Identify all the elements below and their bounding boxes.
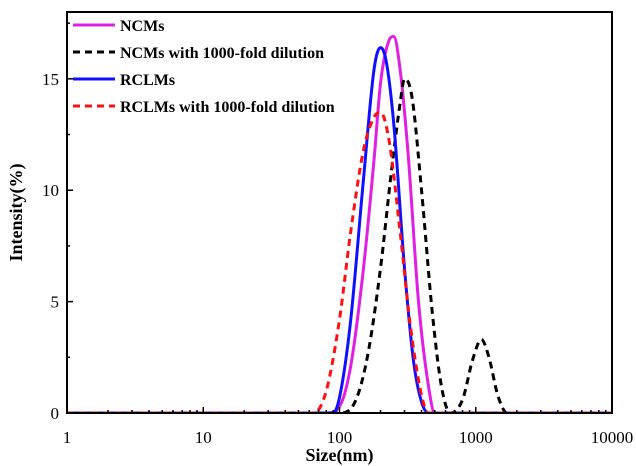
y-tick-label: 15 — [42, 70, 59, 89]
legend-label-4: RCLMs with 1000-fold dilution — [120, 99, 335, 116]
y-tick-label: 10 — [42, 181, 59, 200]
legend: NCMs NCMs with 1000-fold dilution RCLMs RCL… — [73, 18, 335, 116]
legend-label-1: NCMs — [120, 18, 164, 35]
x-tick-label: 10000 — [591, 428, 634, 447]
x-axis-title: Size(nm) — [306, 445, 374, 466]
x-tick-label: 1 — [63, 428, 72, 447]
y-axis-ticks: 0 5 10 15 — [42, 22, 73, 423]
x-tick-label: 10 — [195, 428, 212, 447]
series-line-4 — [67, 110, 612, 413]
x-tick-label: 1000 — [459, 428, 493, 447]
series-line-3 — [67, 46, 612, 413]
y-axis-title: Intensity(%) — [6, 163, 27, 261]
y-tick-label: 5 — [51, 293, 60, 312]
series-line-2 — [67, 77, 612, 413]
legend-label-3: RCLMs — [120, 72, 175, 89]
y-tick-label: 0 — [51, 404, 60, 423]
series-layer — [67, 35, 612, 413]
series-line-1 — [67, 35, 612, 413]
legend-label-2: NCMs with 1000-fold dilution — [120, 45, 324, 62]
x-axis-ticks: 1 10 100 1000 10000 — [63, 407, 634, 447]
x-tick-label: 100 — [327, 428, 353, 447]
